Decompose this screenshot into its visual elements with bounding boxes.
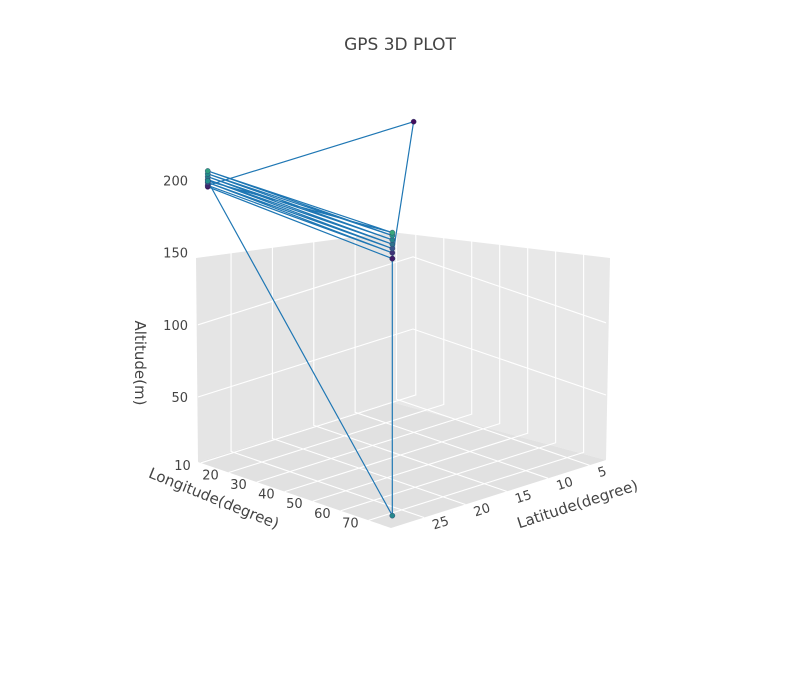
- data-point: [389, 229, 396, 236]
- data-point: [204, 178, 211, 184]
- grid-line: [368, 156, 585, 521]
- y-tick-label: 40: [258, 488, 275, 503]
- chart-title: GPS 3D PLOT: [344, 35, 456, 55]
- grid-line: [228, 108, 445, 474]
- x-tick-label: 15: [513, 488, 533, 507]
- x-axis-title: Latitude(degree): [515, 476, 640, 532]
- floor: [198, 402, 606, 528]
- data-point: [389, 512, 396, 519]
- z-axis-title: Altitude(m): [131, 321, 149, 406]
- tick-labels: 50 100 150 200 10 20 30 40 50 60 70 5 10 15 20 25: [163, 174, 608, 533]
- grid-line: [200, 98, 417, 464]
- grid-line: [256, 118, 473, 483]
- data-point: [389, 255, 396, 262]
- x-tick-label: 20: [472, 501, 492, 520]
- y-tick-label: 70: [342, 516, 359, 531]
- grid-line: [354, 116, 549, 479]
- x-tick-label: 25: [431, 514, 451, 533]
- grid-line: [197, 184, 607, 254]
- z-tick-label: 100: [163, 319, 188, 334]
- x-tick-label: 5: [596, 464, 609, 481]
- y-tick-label: 20: [202, 469, 219, 484]
- grid-line: [340, 146, 557, 512]
- grid-line: [230, 155, 425, 519]
- y-tick-label: 10: [174, 459, 191, 474]
- grid-line: [312, 137, 529, 502]
- grid-line: [197, 111, 607, 181]
- trace-markers: [204, 118, 417, 519]
- grid-line: [197, 328, 607, 398]
- z-tick-label: 150: [163, 247, 188, 262]
- z-tick-label: 200: [163, 174, 188, 189]
- data-point: [410, 118, 417, 125]
- y-tick-label: 30: [230, 478, 247, 493]
- y-tick-label: 60: [314, 507, 331, 522]
- grid-line: [284, 127, 501, 493]
- back-left-wall: [196, 232, 391, 462]
- x-tick-label: 10: [555, 475, 575, 494]
- trace-polyline: [205, 120, 415, 516]
- grid-line: [271, 142, 466, 505]
- data-point: [204, 168, 211, 174]
- grid-line: [395, 103, 590, 466]
- y-tick-label: 50: [286, 497, 303, 512]
- grid-lines: [197, 98, 607, 521]
- grid-line: [197, 256, 607, 326]
- trace-line: [205, 120, 415, 516]
- z-tick-label: 50: [171, 391, 188, 406]
